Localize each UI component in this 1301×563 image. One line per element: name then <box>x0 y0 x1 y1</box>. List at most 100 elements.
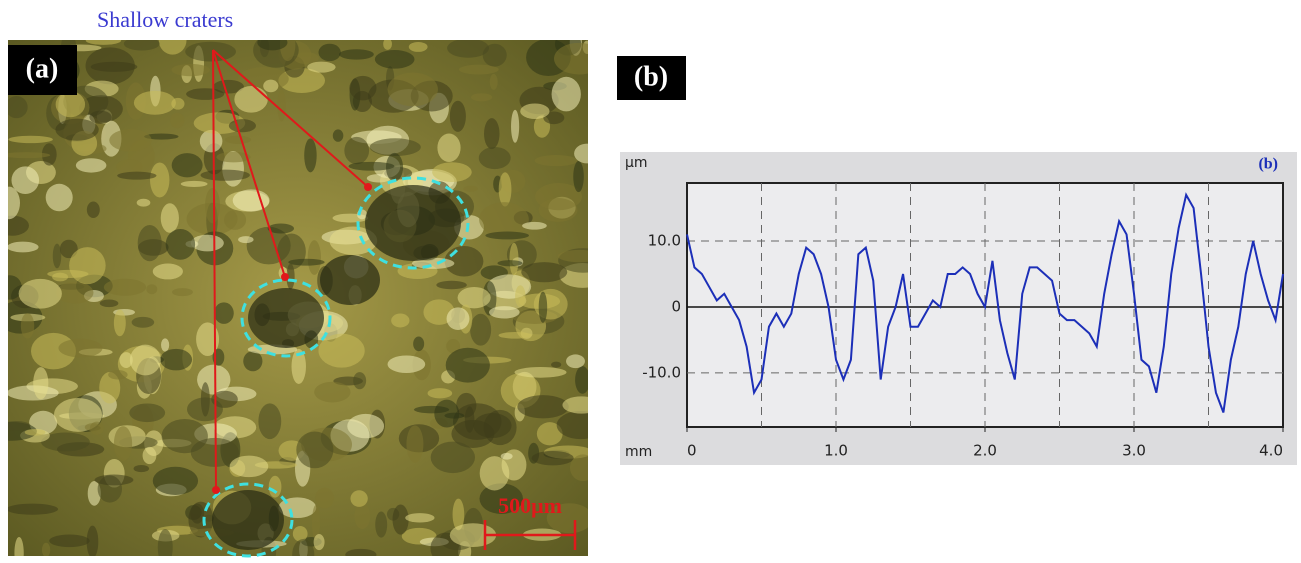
texture <box>292 539 315 556</box>
y-tick-label: 10.0 <box>648 232 681 250</box>
texture <box>171 288 193 297</box>
texture <box>517 395 569 419</box>
texture <box>446 307 470 331</box>
texture <box>152 466 199 495</box>
texture <box>344 136 370 165</box>
annotation-arrows <box>212 49 372 494</box>
texture <box>186 397 223 422</box>
texture <box>318 333 365 368</box>
texture <box>566 354 585 369</box>
texture <box>498 332 532 339</box>
texture <box>291 348 306 384</box>
texture <box>522 221 547 230</box>
texture <box>315 487 335 509</box>
texture <box>546 503 588 534</box>
texture <box>286 263 295 290</box>
texture <box>479 483 523 514</box>
texture <box>170 112 185 129</box>
texture <box>123 40 160 51</box>
texture <box>144 133 179 140</box>
texture <box>232 189 270 212</box>
texture <box>171 63 210 77</box>
texture <box>190 503 205 524</box>
micrograph <box>8 40 588 556</box>
texture <box>551 76 581 112</box>
texture <box>332 129 344 142</box>
texture <box>452 498 465 531</box>
texture <box>29 410 58 435</box>
texture <box>8 275 22 300</box>
profile-line <box>686 192 1284 413</box>
texture <box>307 61 336 73</box>
texture <box>514 366 567 378</box>
texture <box>329 226 378 256</box>
texture <box>8 96 28 119</box>
texture <box>113 309 126 337</box>
texture <box>452 403 502 440</box>
texture <box>392 504 409 535</box>
texture <box>99 299 119 308</box>
arrow <box>212 49 217 491</box>
texture <box>445 347 490 383</box>
texture <box>8 420 31 431</box>
texture <box>478 146 511 170</box>
x-tick-label: 3.0 <box>1122 442 1146 460</box>
texture <box>314 381 351 403</box>
texture <box>562 396 588 414</box>
texture <box>186 202 238 235</box>
texture <box>413 336 425 352</box>
texture <box>479 202 529 237</box>
texture <box>498 172 512 207</box>
texture <box>146 284 158 295</box>
texture <box>446 338 461 354</box>
texture <box>69 247 106 285</box>
texture <box>116 159 143 175</box>
crater-circle <box>240 278 332 358</box>
texture <box>103 278 147 296</box>
texture <box>575 366 588 394</box>
panel-label: (a) <box>26 53 59 84</box>
texture <box>374 50 415 69</box>
texture <box>263 79 279 93</box>
texture <box>200 169 250 181</box>
texture <box>307 240 321 275</box>
texture <box>160 348 193 371</box>
texture <box>133 464 150 473</box>
texture <box>534 155 578 167</box>
texture <box>90 61 138 72</box>
texture <box>520 103 550 119</box>
texture <box>292 526 308 542</box>
texture <box>347 413 385 439</box>
texture <box>223 209 247 230</box>
crater <box>212 490 284 550</box>
y-tick-label: -10.0 <box>642 363 681 381</box>
texture <box>268 475 282 498</box>
texture <box>311 504 320 541</box>
crater-markers <box>202 176 470 558</box>
texture <box>427 388 453 399</box>
texture <box>375 511 388 538</box>
arrow <box>212 49 369 188</box>
texture <box>238 236 254 244</box>
texture <box>136 198 151 207</box>
texture <box>243 351 263 372</box>
texture <box>463 185 478 192</box>
texture <box>113 426 133 461</box>
texture <box>447 40 490 58</box>
texture <box>458 64 499 75</box>
texture <box>53 397 103 432</box>
texture <box>538 291 548 323</box>
texture <box>515 285 526 308</box>
texture <box>45 183 73 212</box>
x-tick-label: 0 <box>687 442 697 460</box>
texture <box>158 40 187 55</box>
texture <box>52 243 62 269</box>
y-tick-label: 0 <box>671 297 681 315</box>
texture <box>41 542 51 556</box>
texture <box>8 385 59 401</box>
texture <box>436 280 467 290</box>
texture <box>75 158 107 173</box>
arrow-head <box>364 183 372 191</box>
texture <box>339 49 374 60</box>
